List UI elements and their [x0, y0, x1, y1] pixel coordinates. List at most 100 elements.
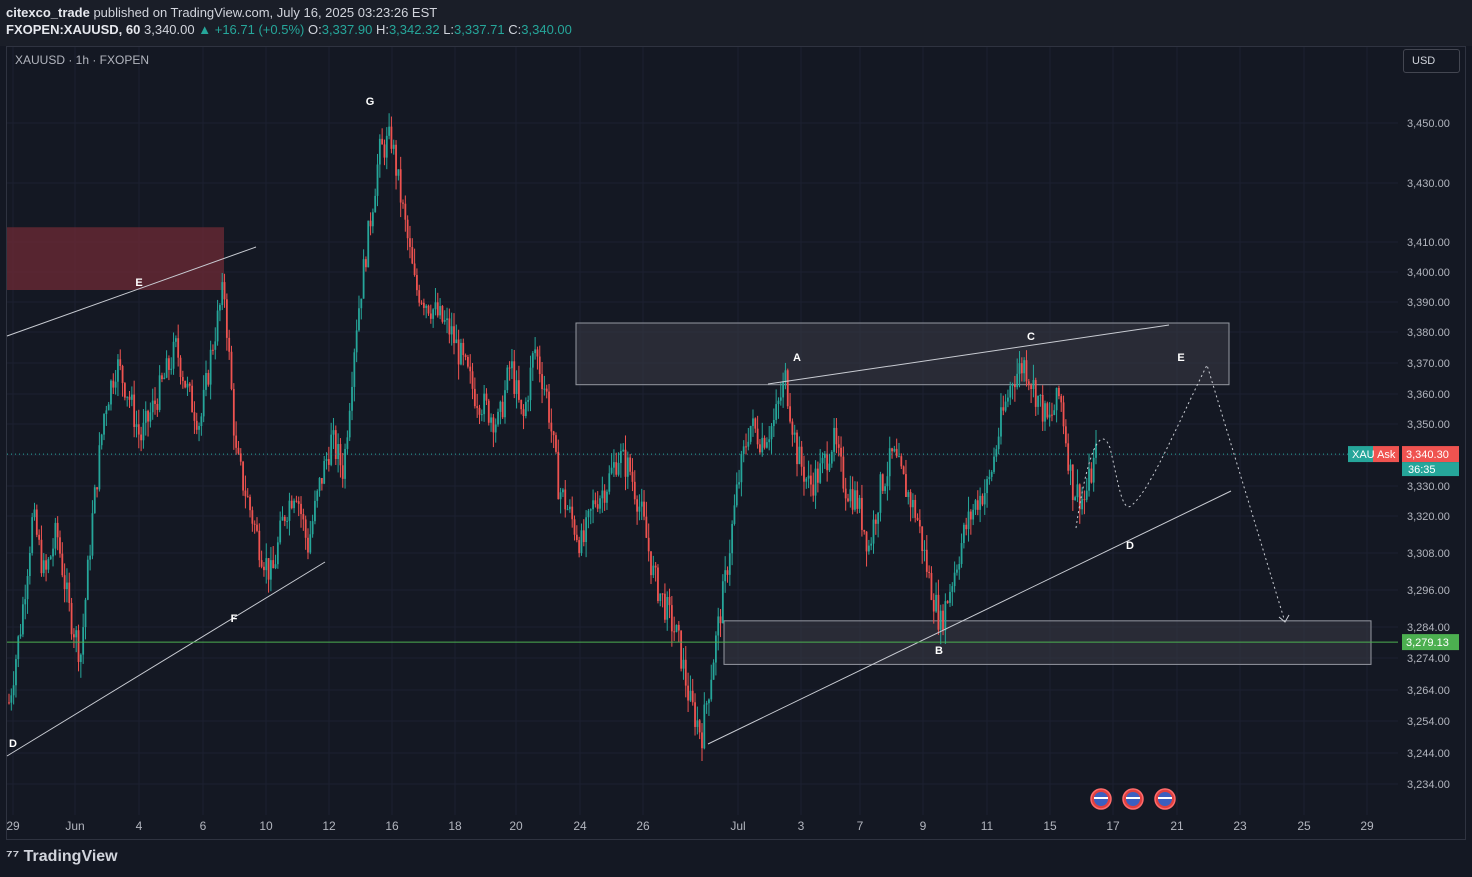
- time-tick-label: 10: [259, 819, 273, 833]
- publisher-line: citexco_trade published on TradingView.c…: [6, 5, 437, 20]
- candle-body: [742, 446, 745, 454]
- candle-body: [1044, 403, 1046, 422]
- candle-body: [624, 449, 627, 477]
- candle-body: [307, 537, 309, 553]
- candle-body: [847, 498, 849, 502]
- currency-button[interactable]: USD: [1403, 49, 1460, 73]
- candle-body: [680, 630, 683, 669]
- candle-body: [749, 425, 752, 442]
- candle-body: [965, 524, 968, 530]
- candle-body: [515, 380, 518, 394]
- author-name[interactable]: citexco_trade: [6, 5, 90, 20]
- candle-body: [84, 599, 87, 628]
- candle-body: [962, 524, 965, 544]
- candle-body: [675, 624, 678, 632]
- candle-body: [485, 393, 488, 401]
- time-tick-label: 7: [857, 819, 864, 833]
- candle-body: [1025, 360, 1028, 382]
- candle-body: [772, 419, 775, 427]
- candle-body: [687, 685, 689, 701]
- candle-body: [388, 126, 391, 136]
- candle-body: [541, 374, 543, 390]
- candle-body: [902, 466, 905, 475]
- price-tick-label: 3,244.00: [1407, 748, 1450, 760]
- candle-body: [89, 555, 92, 560]
- candle-body: [267, 558, 270, 580]
- candle-body: [1011, 384, 1014, 386]
- candle-body: [228, 337, 231, 352]
- candle-body: [135, 424, 138, 427]
- trendline-triangle-bottom: [707, 490, 1232, 745]
- candle-body: [457, 339, 460, 365]
- candle-body: [891, 448, 893, 452]
- candle-body: [916, 517, 919, 521]
- candle-body: [587, 510, 590, 518]
- candle-body: [953, 572, 956, 587]
- candle-body: [888, 448, 891, 477]
- candle-body: [436, 302, 439, 316]
- time-tick-label: 29: [6, 819, 20, 833]
- candle-body: [316, 490, 319, 501]
- candle-body: [179, 357, 182, 378]
- candle-body: [309, 534, 312, 553]
- candle-body: [589, 509, 592, 511]
- candle-body: [647, 537, 650, 552]
- candle-body: [728, 553, 731, 575]
- time-tick-label: 11: [981, 819, 994, 833]
- candle-body: [399, 169, 402, 203]
- candle-body: [422, 302, 425, 308]
- candle-body: [411, 247, 414, 264]
- candle-body: [759, 444, 761, 453]
- time-tick-label: 4: [136, 819, 143, 833]
- candle-body: [1016, 373, 1019, 388]
- candle-body: [123, 383, 126, 398]
- candle-body: [527, 400, 530, 402]
- candle-body: [538, 356, 541, 375]
- ask-label: XAU Ask: [1352, 449, 1396, 461]
- chart-symbol-label: XAUUSD · 1h · FXOPEN: [15, 53, 150, 67]
- trendline-upper-left: [6, 246, 257, 337]
- candle-body: [747, 441, 750, 447]
- candle-body: [691, 690, 694, 703]
- candle-body: [142, 422, 145, 441]
- candle-body: [684, 659, 687, 686]
- candle-body: [314, 500, 316, 522]
- candle-body: [712, 662, 715, 680]
- candle-body: [1069, 464, 1072, 471]
- candle-body: [661, 593, 664, 595]
- chart-area[interactable]: [6, 46, 1466, 840]
- candle-body: [568, 506, 571, 510]
- candle-body: [849, 489, 852, 502]
- candles: [8, 113, 1097, 762]
- price-tick-label: 3,350.00: [1407, 419, 1450, 431]
- candle-body: [784, 370, 787, 382]
- candle-body: [506, 367, 509, 391]
- candle-body: [823, 453, 826, 458]
- candle-body: [47, 559, 50, 570]
- candle-body: [548, 391, 550, 423]
- low-value: 3,337.71: [454, 22, 505, 37]
- candle-body: [608, 473, 611, 492]
- candle-body: [777, 400, 780, 405]
- candle-body: [341, 465, 344, 479]
- candle-body: [592, 500, 594, 510]
- tv-logo-icon: ⁷⁷: [6, 848, 24, 865]
- lower-grey-zone: [723, 620, 1372, 665]
- time-tick-label: 3: [798, 819, 805, 833]
- candle-body: [38, 534, 41, 540]
- candle-body: [365, 259, 367, 268]
- close-label: C:: [508, 22, 522, 37]
- candle-body: [986, 479, 988, 494]
- candle-body: [45, 560, 47, 570]
- candle-body: [274, 564, 277, 569]
- candle-body: [745, 446, 747, 448]
- candle-body: [935, 594, 937, 612]
- price-tick-label: 3,264.00: [1407, 685, 1450, 697]
- candle-body: [513, 361, 516, 394]
- candle-body: [837, 444, 840, 448]
- candle-body: [1058, 387, 1060, 397]
- candle-body: [325, 459, 328, 461]
- candle-body: [105, 410, 108, 415]
- candle-body: [35, 509, 38, 535]
